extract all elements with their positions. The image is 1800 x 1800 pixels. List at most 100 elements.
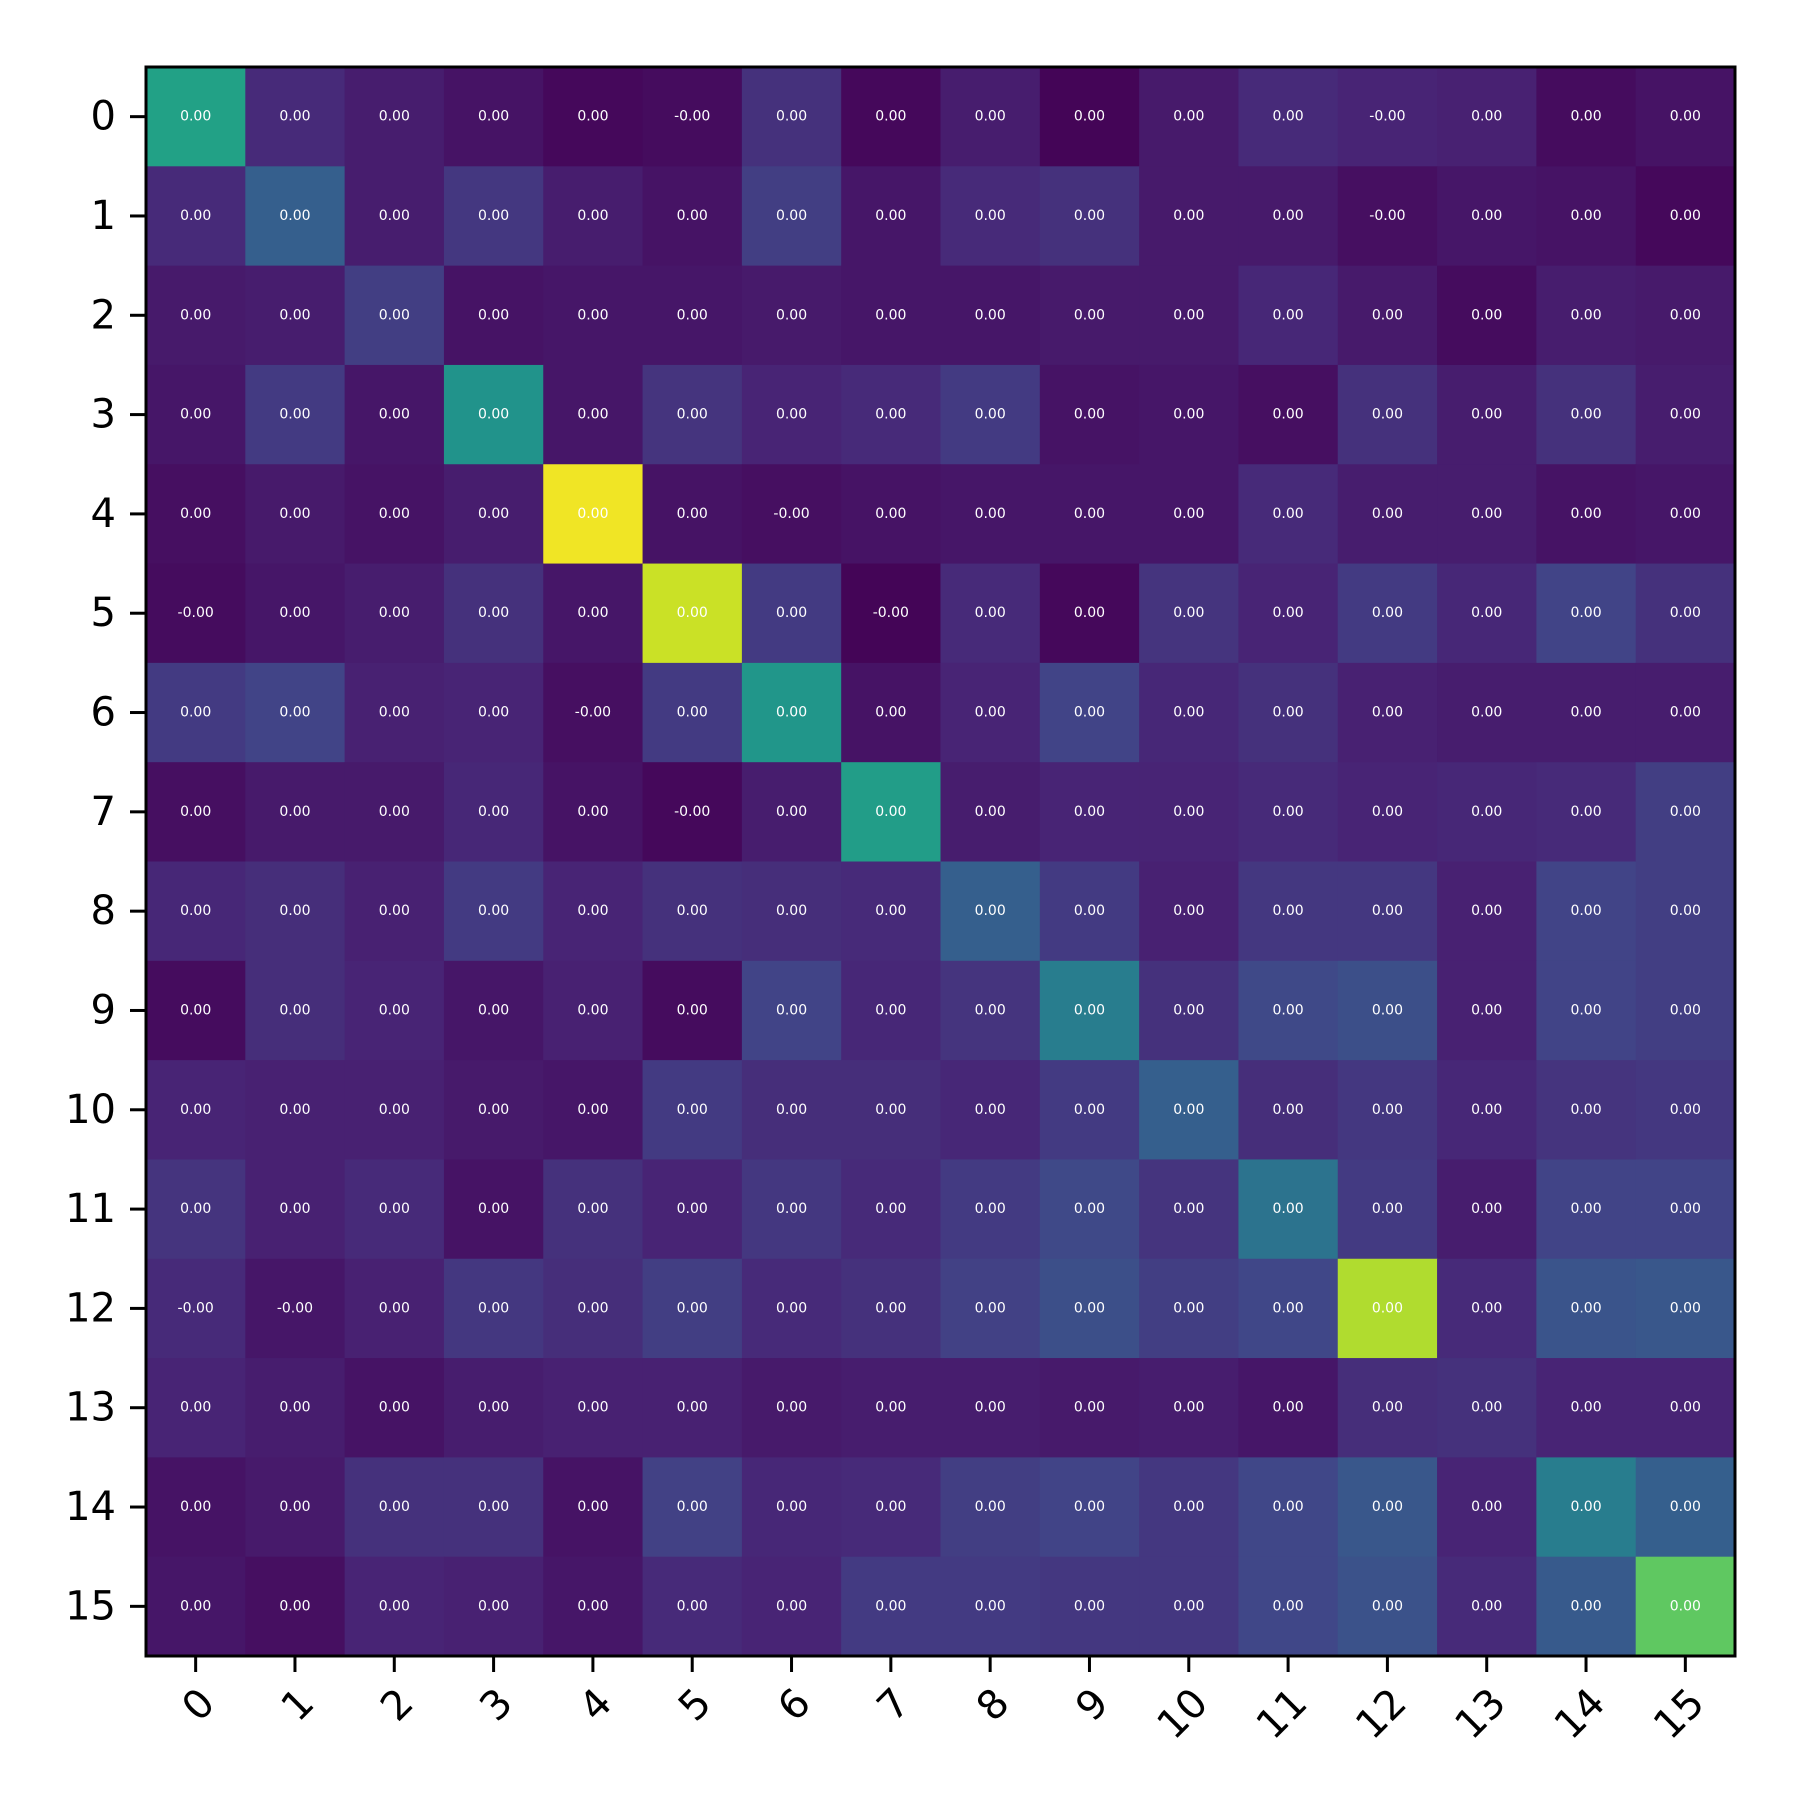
heatmap-cell-r15-c12	[1337, 1556, 1438, 1657]
cell-value-label: 0.00	[577, 1598, 608, 1614]
cell-value-label: 0.00	[1670, 1400, 1701, 1416]
y-tick-label: 0	[91, 94, 116, 140]
heatmap-cell-r5-c2	[344, 563, 445, 664]
cell-value-label: 0.00	[1570, 804, 1601, 820]
heatmap-cell-r14-c2	[344, 1457, 445, 1558]
cell-value-label: 0.00	[180, 1400, 211, 1416]
heatmap-cell-r3-c14	[1536, 364, 1637, 465]
heatmap-cell-r0-c1	[245, 67, 346, 167]
heatmap-cell-r13-c13	[1437, 1358, 1537, 1458]
heatmap-cell-r12-c14	[1536, 1258, 1637, 1359]
cell-value-label: 0.00	[1670, 804, 1701, 820]
heatmap-cell-r15-c9	[1039, 1556, 1140, 1657]
cell-value-label: 0.00	[975, 506, 1006, 522]
heatmap-cell-r5-c10	[1139, 563, 1240, 664]
heatmap-cell-r7-c5	[642, 762, 743, 863]
heatmap-cell-r2-c14	[1536, 265, 1637, 366]
cell-value-label: 0.00	[180, 506, 211, 522]
heatmap-cell-r8-c5	[642, 861, 743, 962]
heatmap-cell-r13-c2	[344, 1358, 445, 1458]
heatmap-cell-r9-c8	[940, 960, 1041, 1061]
cell-value-label: 0.00	[1074, 804, 1105, 820]
cell-value-label: 0.00	[875, 1102, 906, 1118]
heatmap-cell-r12-c6	[741, 1258, 842, 1359]
cell-value-label: -0.00	[277, 1300, 313, 1316]
heatmap-cell-r9-c11	[1238, 960, 1339, 1061]
cell-value-label: 0.00	[279, 804, 310, 820]
heatmap-cell-r7-c12	[1337, 762, 1438, 863]
cell-value-label: 0.00	[180, 109, 211, 125]
y-tick-label: 14	[65, 1484, 116, 1530]
heatmap-cell-r9-c2	[344, 960, 445, 1061]
heatmap-cells	[146, 67, 1736, 1657]
heatmap-cell-r0-c4	[543, 67, 644, 167]
cell-value-label: 0.00	[478, 705, 509, 721]
heatmap-cell-r8-c7	[841, 861, 942, 962]
heatmap-cell-r8-c12	[1337, 861, 1438, 962]
cell-value-label: 0.00	[379, 1400, 410, 1416]
cell-value-label: 0.00	[478, 1201, 509, 1217]
cell-value-label: 0.00	[379, 804, 410, 820]
cell-value-label: 0.00	[1471, 1300, 1502, 1316]
cell-value-label: 0.00	[975, 605, 1006, 621]
cell-value-label: -0.00	[873, 605, 909, 621]
cell-value-label: 0.00	[1670, 407, 1701, 423]
cell-value-label: 0.00	[1372, 1598, 1403, 1614]
heatmap-cell-r0-c3	[443, 67, 544, 167]
cell-value-label: 0.00	[279, 109, 310, 125]
heatmap-cell-r7-c11	[1238, 762, 1339, 863]
heatmap-cell-r8-c2	[344, 861, 445, 962]
heatmap-cell-r5-c5	[642, 563, 743, 664]
cell-value-label: 0.00	[279, 506, 310, 522]
cell-value-label: 0.00	[180, 1102, 211, 1118]
cell-value-label: 0.00	[677, 1300, 708, 1316]
heatmap-cell-r10-c7	[841, 1060, 942, 1161]
cell-value-label: 0.00	[1273, 1499, 1304, 1515]
cell-value-label: 0.00	[1173, 1598, 1204, 1614]
heatmap-cell-r4-c10	[1139, 464, 1240, 565]
heatmap-cell-r6-c14	[1536, 662, 1637, 763]
heatmap-cell-r1-c5	[642, 166, 743, 267]
heatmap-cell-r5-c4	[543, 563, 644, 664]
cell-value-label: 0.00	[1471, 1598, 1502, 1614]
cell-value-label: 0.00	[180, 1598, 211, 1614]
cell-value-label: 0.00	[1570, 109, 1601, 125]
cell-value-label: 0.00	[1173, 407, 1204, 423]
cell-value-label: 0.00	[1372, 506, 1403, 522]
cell-value-label: 0.00	[279, 1102, 310, 1118]
cell-value-label: 0.00	[1372, 1300, 1403, 1316]
cell-value-label: 0.00	[279, 1400, 310, 1416]
cell-value-label: 0.00	[1670, 705, 1701, 721]
cell-value-label: 0.00	[875, 804, 906, 820]
cell-value-label: 0.00	[677, 605, 708, 621]
cell-value-label: 0.00	[1570, 407, 1601, 423]
heatmap-cell-r4-c2	[344, 464, 445, 565]
cell-value-label: 0.00	[379, 1102, 410, 1118]
cell-value-label: 0.00	[478, 1598, 509, 1614]
cell-value-label: 0.00	[1471, 506, 1502, 522]
heatmap-cell-r10-c12	[1337, 1060, 1438, 1161]
cell-value-label: 0.00	[1570, 1499, 1601, 1515]
cell-value-label: 0.00	[776, 705, 807, 721]
heatmap-cell-r2-c12	[1337, 265, 1438, 366]
heatmap-cell-r13-c11	[1238, 1358, 1339, 1458]
heatmap-cell-r6-c1	[245, 662, 346, 763]
heatmap-cell-r4-c3	[443, 464, 544, 565]
cell-value-label: 0.00	[1273, 1102, 1304, 1118]
heatmap-cell-r12-c11	[1238, 1258, 1339, 1359]
cell-value-label: 0.00	[1074, 605, 1105, 621]
heatmap-cell-r13-c9	[1039, 1358, 1140, 1458]
heatmap-cell-r8-c14	[1536, 861, 1637, 962]
heatmap-cell-r10-c13	[1437, 1060, 1537, 1161]
cell-value-label: 0.00	[379, 705, 410, 721]
heatmap-cell-r11-c0	[146, 1159, 246, 1260]
cell-value-label: 0.00	[1570, 1400, 1601, 1416]
heatmap-cell-r3-c5	[642, 364, 743, 465]
cell-value-label: 0.00	[975, 1499, 1006, 1515]
heatmap-cell-r14-c12	[1337, 1457, 1438, 1558]
heatmap-cell-r3-c6	[741, 364, 842, 465]
cell-value-label: 0.00	[1273, 109, 1304, 125]
heatmap-cell-r14-c7	[841, 1457, 942, 1558]
cell-value-label: 0.00	[577, 1201, 608, 1217]
heatmap-cell-r15-c4	[543, 1556, 644, 1657]
